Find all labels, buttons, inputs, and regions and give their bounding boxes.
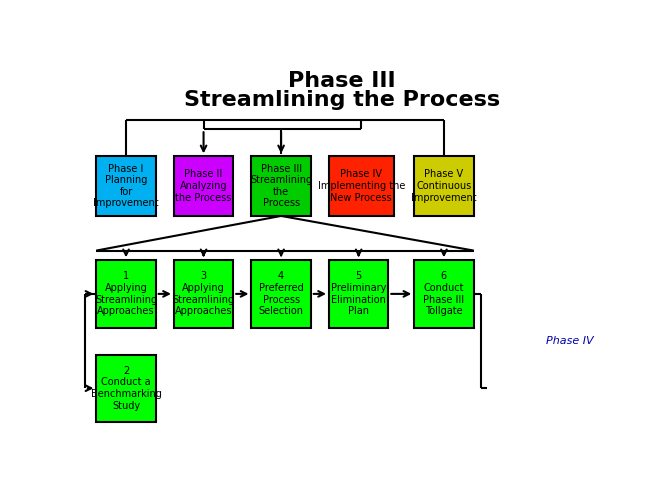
Text: 6
Conduct
Phase III
Tollgate: 6 Conduct Phase III Tollgate [424,272,464,316]
Text: 1
Applying
Streamlining
Approaches: 1 Applying Streamlining Approaches [95,272,157,316]
Text: 2
Conduct a
Benchmarking
Study: 2 Conduct a Benchmarking Study [91,366,161,410]
FancyBboxPatch shape [96,354,156,422]
FancyBboxPatch shape [414,260,474,328]
Text: Streamlining the Process: Streamlining the Process [184,90,500,110]
Text: 3
Applying
Streamlining
Approaches: 3 Applying Streamlining Approaches [173,272,235,316]
FancyBboxPatch shape [329,260,388,328]
FancyBboxPatch shape [174,156,233,216]
Text: Phase II
Analyzing
the Process: Phase II Analyzing the Process [175,170,231,202]
Text: Phase IV
Implementing the
New Process: Phase IV Implementing the New Process [317,170,405,202]
FancyBboxPatch shape [96,260,156,328]
Text: Phase III
Streamlining
the
Process: Phase III Streamlining the Process [250,164,312,208]
Text: Phase III: Phase III [288,71,396,91]
FancyBboxPatch shape [329,156,394,216]
Text: Phase I
Planning
for
Improvement: Phase I Planning for Improvement [93,164,159,208]
FancyBboxPatch shape [96,156,156,216]
FancyBboxPatch shape [174,260,233,328]
Text: 5
Preliminary
Elimination
Plan: 5 Preliminary Elimination Plan [331,272,386,316]
FancyBboxPatch shape [251,156,311,216]
FancyBboxPatch shape [414,156,474,216]
Text: 4
Preferred
Process
Selection: 4 Preferred Process Selection [259,272,303,316]
FancyBboxPatch shape [251,260,311,328]
Text: Phase V
Continuous
Improvement: Phase V Continuous Improvement [411,170,477,202]
Text: Phase IV: Phase IV [546,336,594,346]
